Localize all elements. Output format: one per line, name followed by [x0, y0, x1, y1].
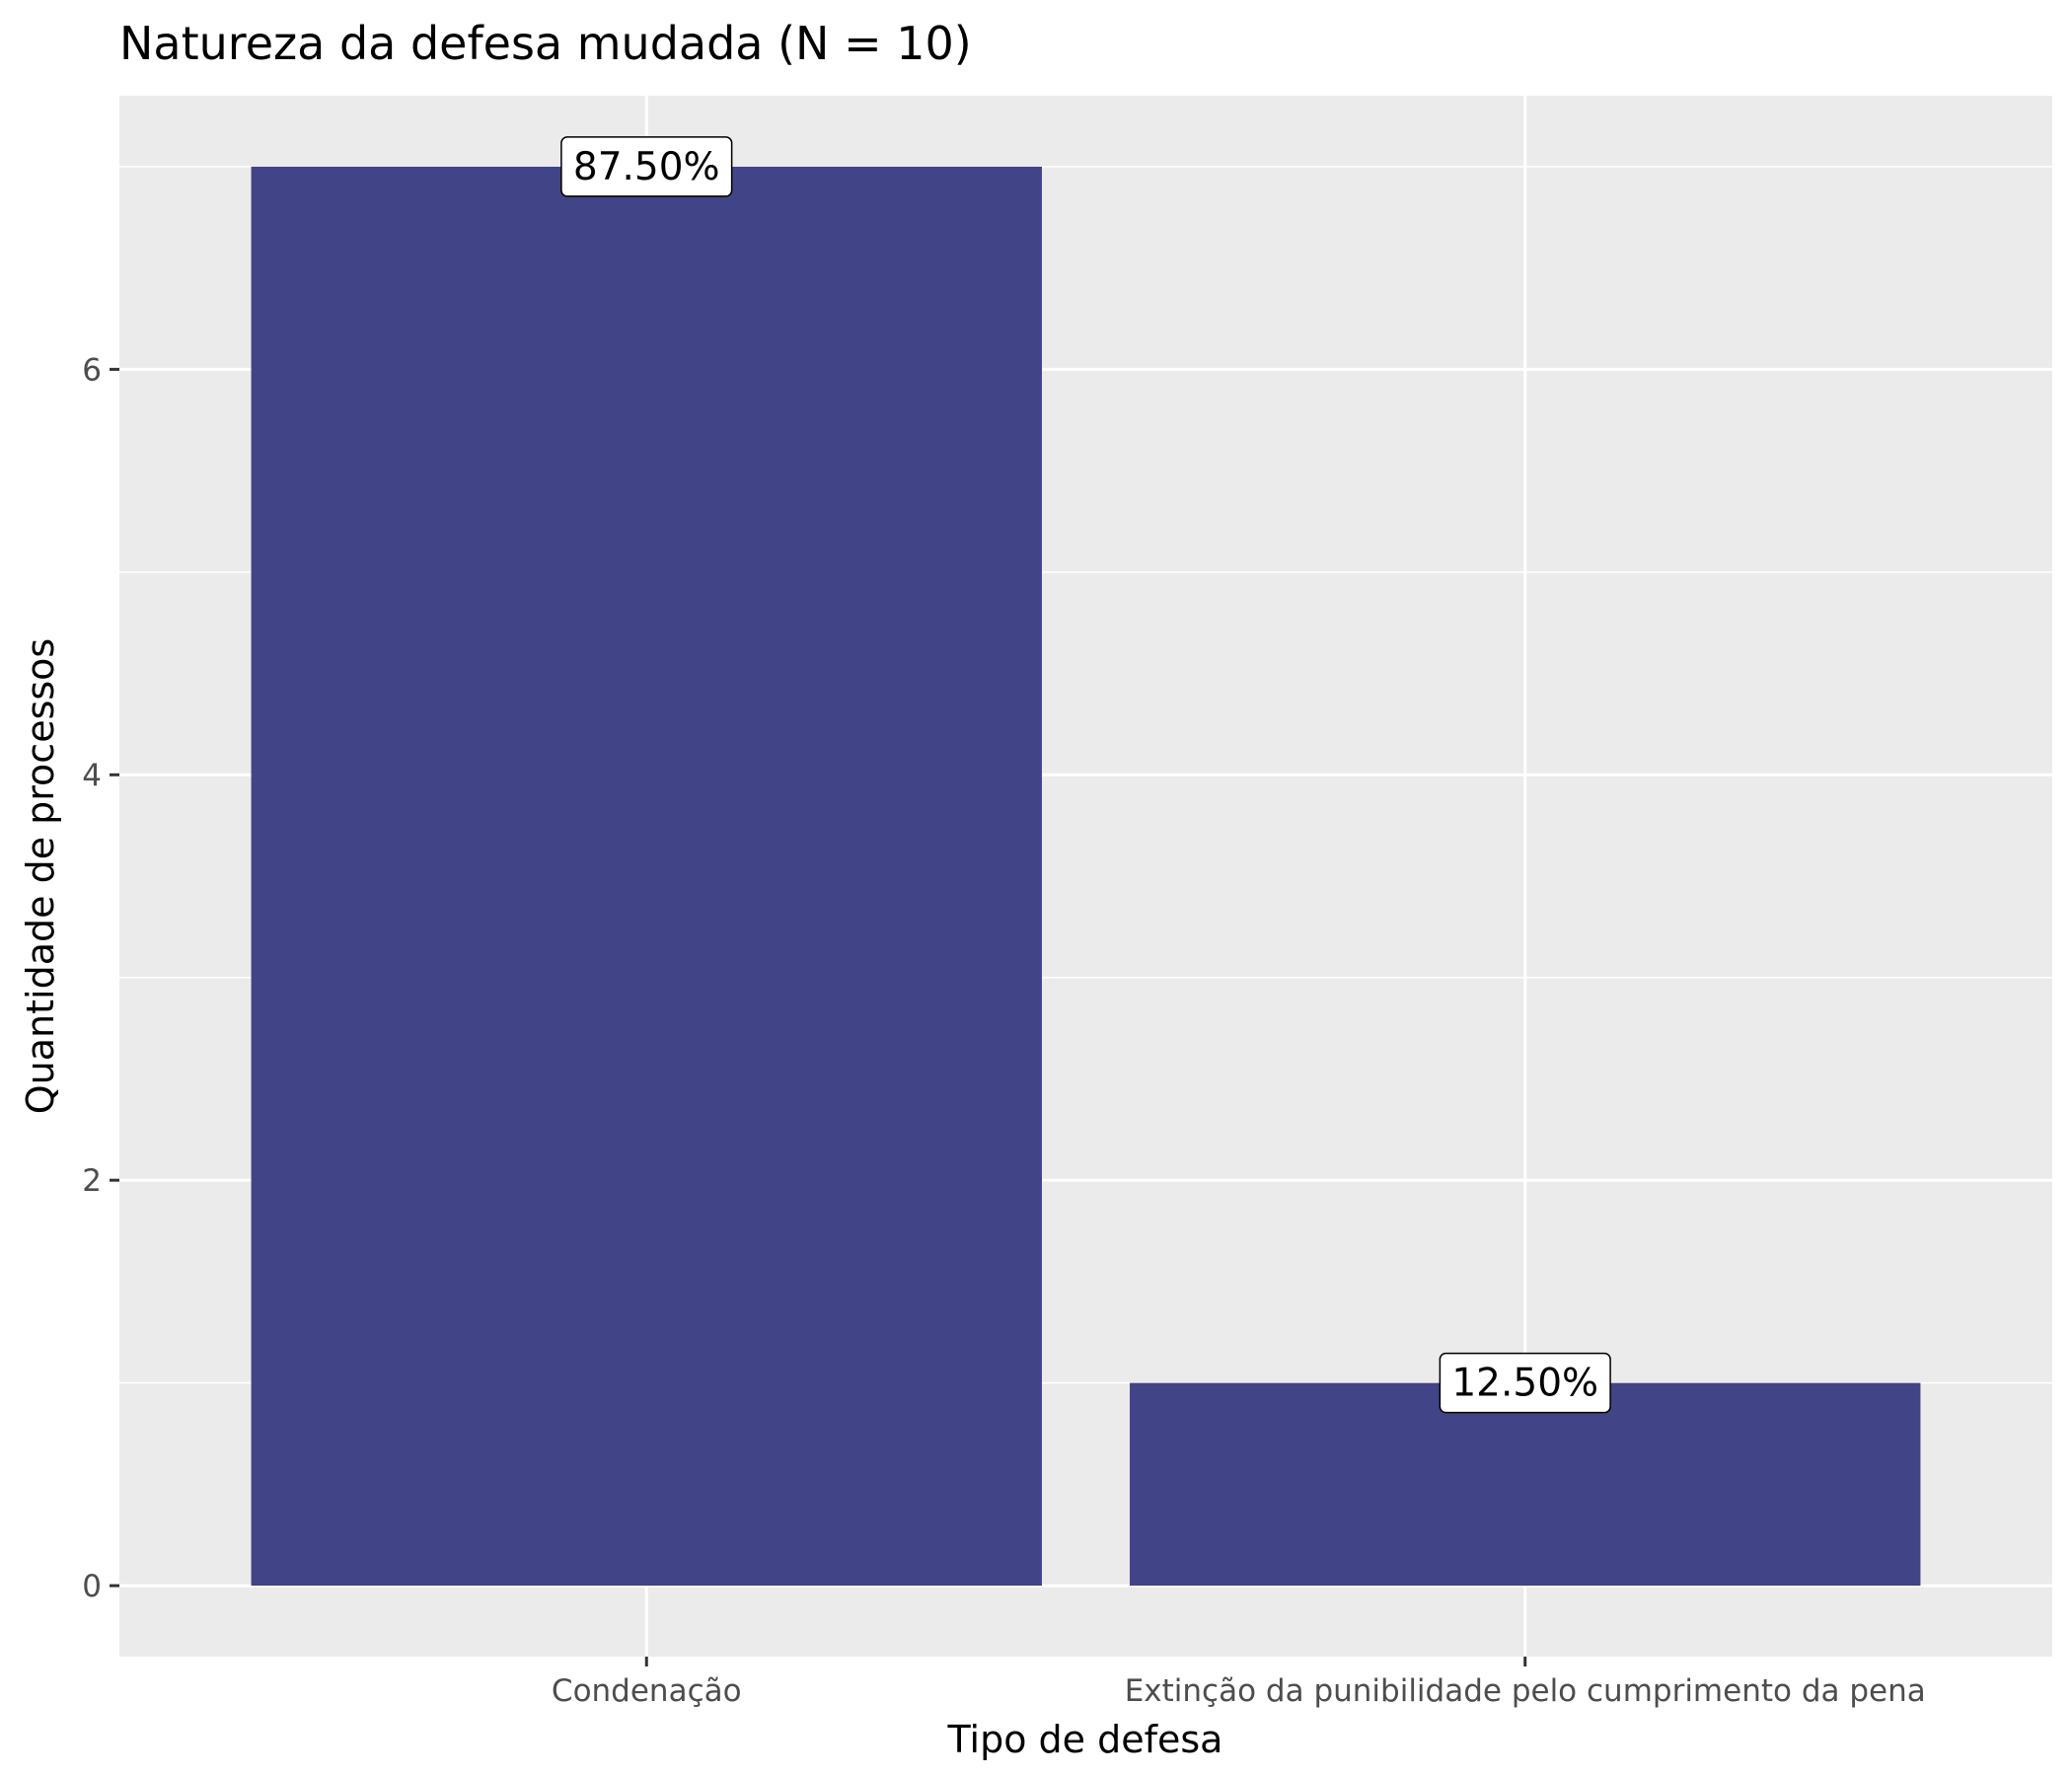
data-labels: 87.50% 12.50%	[560, 136, 1611, 1414]
bar	[251, 166, 1042, 1587]
bar	[1130, 1382, 1921, 1587]
data-label: 12.50%	[1439, 1352, 1611, 1414]
y-tick-label: 2	[82, 1163, 102, 1199]
x-tick-label: Condenação	[552, 1673, 742, 1709]
data-label-box	[560, 136, 733, 197]
data-label-text: 87.50%	[573, 145, 720, 189]
y-tick-label: 0	[82, 1569, 102, 1604]
bars	[251, 166, 1921, 1587]
y-axis: 0 2 4 6	[82, 352, 119, 1604]
data-label-text: 12.50%	[1451, 1362, 1598, 1406]
data-label: 87.50%	[560, 136, 733, 197]
x-axis: Condenação Extinção da punibilidade pelo …	[552, 1657, 1926, 1709]
y-tick-label: 4	[82, 758, 102, 793]
y-axis-title: Quantidade de processos	[19, 638, 62, 1114]
x-tick-label: Extinção da punibilidade pelo cumpriment…	[1125, 1673, 1926, 1709]
chart-title: Natureza da defesa mudada (N = 10)	[119, 17, 972, 70]
y-tick-label: 6	[82, 352, 102, 388]
x-axis-title: Tipo de defesa	[947, 1718, 1223, 1761]
data-label-box	[1439, 1352, 1611, 1414]
